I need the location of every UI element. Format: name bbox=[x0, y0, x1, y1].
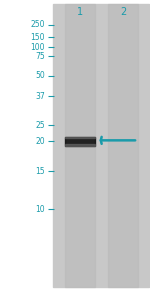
Text: 15: 15 bbox=[35, 167, 45, 176]
Text: 1: 1 bbox=[77, 7, 83, 17]
Bar bbox=[65, 4, 95, 287]
Bar bbox=[108, 4, 138, 287]
Text: 50: 50 bbox=[35, 71, 45, 80]
Bar bbox=[65, 137, 95, 138]
Bar bbox=[65, 137, 95, 146]
Text: 10: 10 bbox=[35, 205, 45, 214]
Text: 75: 75 bbox=[35, 52, 45, 61]
Text: 20: 20 bbox=[35, 137, 45, 146]
Text: 2: 2 bbox=[120, 7, 126, 17]
Bar bbox=[65, 144, 95, 146]
Text: 37: 37 bbox=[35, 92, 45, 100]
Text: 25: 25 bbox=[35, 121, 45, 130]
Text: 150: 150 bbox=[30, 33, 45, 42]
Text: 250: 250 bbox=[30, 21, 45, 29]
Text: 100: 100 bbox=[30, 43, 45, 52]
Bar bbox=[53, 4, 148, 287]
